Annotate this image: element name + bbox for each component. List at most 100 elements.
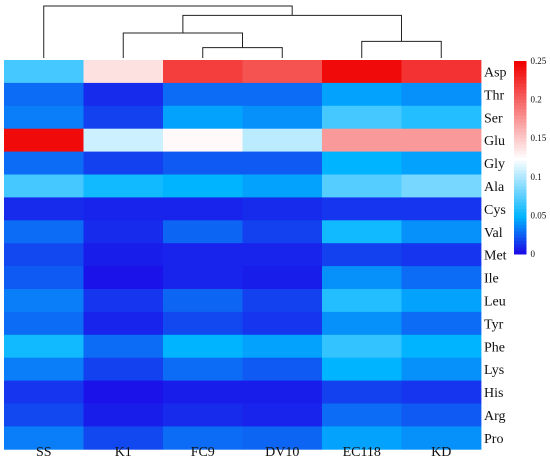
- heatmap-cell-gly-ss: [4, 151, 84, 175]
- colorbar-segment: [514, 189, 527, 194]
- heatmap-cell-phe-fc9: [163, 334, 243, 359]
- row-label-asp: Asp: [484, 65, 507, 80]
- colorbar-segment: [514, 144, 527, 149]
- heatmap-cell-his-k1: [83, 380, 164, 404]
- column-label-kd: KD: [431, 445, 451, 459]
- heatmap-cell-val-dv10: [242, 220, 323, 244]
- column-labels: SS K1 FC9 DV10 EC118 KD: [36, 445, 451, 459]
- heatmap-cell-ala-fc9: [163, 174, 243, 198]
- colorbar-segment: [514, 134, 527, 139]
- colorbar-segment: [514, 221, 527, 226]
- heatmap-cell-lys-dv10: [242, 357, 323, 381]
- heatmap-cell-arg-dv10: [242, 403, 323, 427]
- colorbar-segment: [514, 99, 527, 104]
- colorbar-segment: [514, 147, 527, 152]
- row-label-his: His: [484, 386, 503, 401]
- row-label-phe: Phe: [484, 340, 505, 355]
- heatmap-cell-leu-ss: [4, 289, 84, 313]
- heatmap-cell-ile-ec118: [322, 266, 402, 290]
- colorbar-tick-label: 0.2: [531, 95, 542, 105]
- row-labels: Asp Thr Ser Glu Gly Ala Cys Val Met Ile Leu Tyr Phe L…: [484, 65, 507, 446]
- colorbar-segment: [514, 102, 527, 107]
- heatmap-cell-pro-dv10: [242, 426, 323, 450]
- row-label-ser: Ser: [484, 111, 503, 126]
- colorbar-segment: [514, 118, 527, 123]
- heatmap-cell-ser-kd: [401, 105, 482, 130]
- heatmap-cell-met-fc9: [163, 243, 243, 267]
- colorbar-segment: [514, 64, 527, 68]
- heatmap-cell-thr-k1: [83, 82, 164, 107]
- colorbar-segment: [514, 160, 527, 165]
- colorbar-segment: [514, 183, 527, 187]
- colorbar-segment: [514, 241, 527, 245]
- heatmap-cell-gly-kd: [401, 151, 482, 175]
- heatmap-cell-ser-dv10: [242, 105, 323, 130]
- colorbar-tick-label: 0.05: [531, 210, 547, 220]
- colorbar-segment: [514, 196, 527, 200]
- heatmap-cell-tyr-ec118: [322, 311, 402, 336]
- colorbar: 0 0.05 0.1 0.15 0.2 0.25: [514, 56, 547, 259]
- row-label-ala: Ala: [484, 180, 505, 195]
- colorbar-tick-label: 0.1: [531, 172, 542, 182]
- colorbar-segment: [514, 86, 527, 91]
- heatmap-cells: [4, 60, 482, 450]
- heatmap-cell-gly-k1: [83, 151, 164, 175]
- heatmap-cell-arg-ss: [4, 403, 84, 427]
- heatmap-cell-ile-k1: [83, 266, 164, 290]
- colorbar-segment: [514, 61, 527, 65]
- heatmap-cell-glu-dv10: [242, 128, 323, 152]
- colorbar-segment: [514, 96, 527, 101]
- colorbar-segment: [514, 112, 527, 117]
- heatmap-cell-ser-fc9: [163, 105, 243, 130]
- colorbar-segment: [514, 225, 527, 229]
- heatmap-cell-val-ss: [4, 220, 84, 244]
- heatmap-cell-met-kd: [401, 243, 482, 267]
- row-label-lys: Lys: [484, 363, 504, 378]
- heatmap-cell-phe-dv10: [242, 334, 323, 359]
- heatmap-cell-cys-kd: [401, 197, 482, 221]
- heatmap-cell-his-ec118: [322, 380, 402, 404]
- colorbar-segment: [514, 192, 527, 197]
- colorbar-segment: [514, 109, 527, 113]
- heatmap-cell-his-fc9: [163, 380, 243, 404]
- colorbar-tick-label: 0: [531, 249, 536, 259]
- heatmap-cell-val-ec118: [322, 220, 402, 244]
- row-label-tyr: Tyr: [484, 317, 504, 332]
- colorbar-segment: [514, 186, 527, 191]
- colorbar-segment: [514, 212, 527, 216]
- heatmap-cell-thr-fc9: [163, 82, 243, 107]
- column-label-k1: K1: [115, 445, 132, 459]
- heatmap-cell-pro-kd: [401, 426, 482, 450]
- row-label-val: Val: [484, 226, 503, 241]
- colorbar-segment: [514, 93, 527, 97]
- dendrogram-branch-2: [361, 40, 442, 58]
- row-label-pro: Pro: [484, 432, 503, 447]
- colorbar-tick-label: 0.25: [531, 56, 547, 66]
- heatmap-cell-ala-ss: [4, 174, 84, 198]
- heatmap-cell-gly-ec118: [322, 151, 402, 175]
- heatmap-cell-ser-ec118: [322, 105, 402, 130]
- heatmap-cell-glu-ec118: [322, 128, 402, 152]
- heatmap-cell-ile-ss: [4, 266, 84, 290]
- heatmap-cell-asp-kd: [401, 60, 482, 84]
- heatmap-cell-tyr-dv10: [242, 311, 323, 336]
- row-label-thr: Thr: [484, 88, 505, 103]
- heatmap-cell-asp-k1: [83, 60, 164, 84]
- row-label-leu: Leu: [484, 294, 506, 309]
- heatmap-cell-ala-ec118: [322, 174, 402, 198]
- heatmap-cell-tyr-fc9: [163, 311, 243, 336]
- heatmap-cell-his-dv10: [242, 380, 323, 404]
- heatmap-cell-leu-dv10: [242, 289, 323, 313]
- colorbar-segment: [514, 73, 527, 78]
- colorbar-segment: [514, 167, 527, 171]
- heatmap-cell-phe-ss: [4, 334, 84, 359]
- dendrogram-branch-3: [122, 32, 243, 58]
- heatmap-cell-cys-dv10: [242, 197, 323, 221]
- heatmap-cell-phe-k1: [83, 334, 164, 359]
- colorbar-segment: [514, 170, 527, 175]
- colorbar-segment: [514, 208, 527, 213]
- colorbar-segment: [514, 131, 527, 136]
- heatmap-cell-met-ec118: [322, 243, 402, 267]
- heatmap-cell-asp-fc9: [163, 60, 243, 84]
